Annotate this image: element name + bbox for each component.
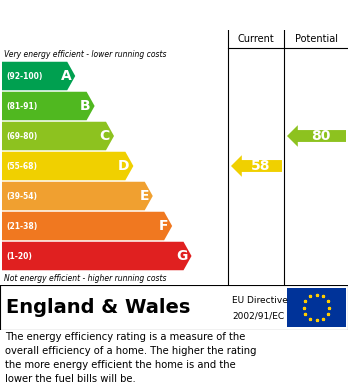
Text: Not energy efficient - higher running costs: Not energy efficient - higher running co…: [4, 274, 166, 283]
Text: 2002/91/EC: 2002/91/EC: [232, 311, 284, 320]
Text: (92-100): (92-100): [6, 72, 42, 81]
Text: (69-80): (69-80): [6, 131, 37, 140]
Text: F: F: [159, 219, 168, 233]
Text: C: C: [100, 129, 110, 143]
Text: (55-68): (55-68): [6, 161, 37, 170]
Polygon shape: [2, 182, 153, 210]
Text: (21-38): (21-38): [6, 221, 37, 231]
Polygon shape: [2, 242, 191, 270]
Text: 58: 58: [251, 159, 271, 173]
Bar: [287, 288, 346, 327]
Text: D: D: [118, 159, 129, 173]
Text: B: B: [80, 99, 90, 113]
Text: the more energy efficient the home is and the: the more energy efficient the home is an…: [5, 360, 236, 370]
Text: EU Directive: EU Directive: [232, 296, 288, 305]
Text: (81-91): (81-91): [6, 102, 37, 111]
Text: (39-54): (39-54): [6, 192, 37, 201]
Text: overall efficiency of a home. The higher the rating: overall efficiency of a home. The higher…: [5, 346, 256, 356]
Polygon shape: [2, 62, 75, 90]
Text: 80: 80: [311, 129, 331, 143]
Text: The energy efficiency rating is a measure of the: The energy efficiency rating is a measur…: [5, 332, 245, 342]
Polygon shape: [2, 152, 133, 180]
Text: (1-20): (1-20): [6, 251, 32, 260]
Text: G: G: [176, 249, 188, 263]
Polygon shape: [2, 92, 95, 120]
Text: Very energy efficient - lower running costs: Very energy efficient - lower running co…: [4, 50, 166, 59]
Text: lower the fuel bills will be.: lower the fuel bills will be.: [5, 374, 136, 384]
Text: A: A: [61, 69, 71, 83]
Polygon shape: [231, 155, 282, 177]
Polygon shape: [2, 212, 172, 240]
Text: Potential: Potential: [294, 34, 338, 44]
Text: England & Wales: England & Wales: [6, 298, 190, 317]
Text: Current: Current: [238, 34, 274, 44]
Polygon shape: [2, 122, 114, 150]
Polygon shape: [287, 125, 346, 147]
Text: Energy Efficiency Rating: Energy Efficiency Rating: [8, 7, 218, 23]
Text: E: E: [139, 189, 149, 203]
